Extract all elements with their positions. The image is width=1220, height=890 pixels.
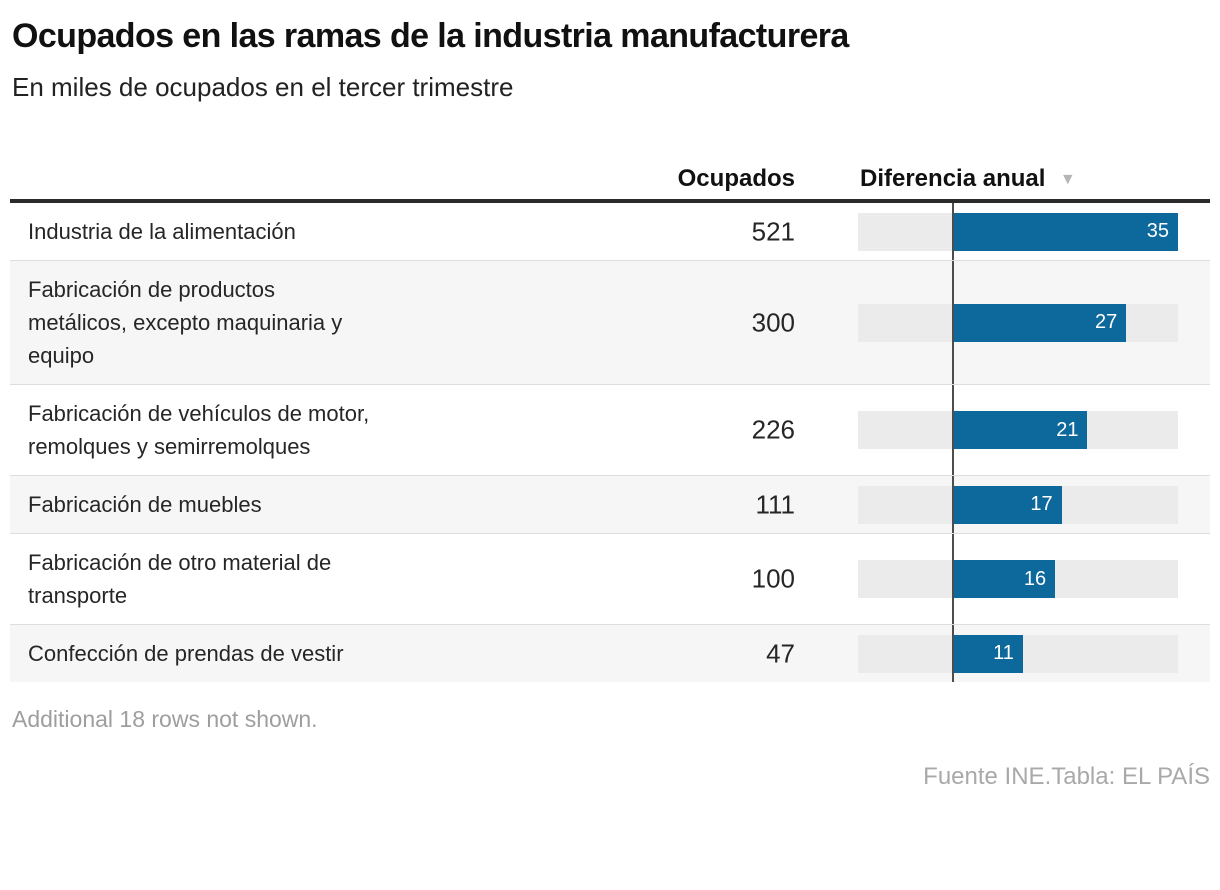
bar-track: 35: [858, 212, 1178, 251]
diferencia-bar: 35: [951, 212, 1178, 251]
bar-value-label: 11: [993, 642, 1014, 664]
source-credit: Fuente INE.Tabla: EL PAÍS: [923, 763, 1210, 790]
row-label: Fabricación de vehículos de motor, remol…: [28, 401, 370, 459]
page-title: Ocupados en las ramas de la industria ma…: [12, 17, 849, 55]
ocupados-value: 47: [766, 638, 795, 668]
bar-value-label: 27: [1095, 311, 1118, 333]
zero-axis-line: [951, 534, 954, 624]
bar-value-label: 17: [1030, 493, 1053, 515]
table-header: Ocupados Diferencia anual ▼: [10, 153, 1210, 199]
ocupados-value: 111: [755, 489, 795, 519]
zero-axis-line: [951, 476, 954, 533]
page-subtitle: En miles de ocupados en el tercer trimes…: [12, 72, 514, 102]
bar-track: 16: [858, 560, 1178, 598]
diferencia-bar: 11: [951, 634, 1023, 673]
ocupados-value: 521: [751, 216, 795, 246]
bar-track: 11: [858, 634, 1178, 673]
zero-axis-line: [951, 625, 954, 682]
ocupados-value: 226: [751, 414, 795, 445]
sort-desc-icon[interactable]: ▼: [1059, 171, 1076, 188]
row-label: Confección de prendas de vestir: [28, 641, 344, 666]
table-row: Fabricación de muebles 111 17: [10, 475, 1210, 533]
diferencia-bar: 17: [951, 485, 1062, 524]
table-row: Fabricación de productos metálicos, exce…: [10, 260, 1210, 384]
table-row: Confección de prendas de vestir 47 11: [10, 624, 1210, 682]
zero-axis-line: [951, 203, 954, 260]
row-label: Fabricación de muebles: [28, 492, 262, 517]
zero-axis-line: [951, 385, 954, 475]
chart-card: Ocupados en las ramas de la industria ma…: [10, 16, 1210, 791]
ocupados-value: 300: [751, 307, 795, 337]
column-header-ocupados[interactable]: Ocupados: [677, 165, 795, 192]
column-header-diferencia-wrap: Diferencia anual ▼: [860, 165, 1076, 193]
table-row: Fabricación de otro material de transpor…: [10, 533, 1210, 624]
row-label: Fabricación de otro material de transpor…: [28, 550, 332, 608]
row-label: Industria de la alimentación: [28, 219, 296, 244]
bar-value-label: 21: [1056, 418, 1079, 441]
table-row: Fabricación de vehículos de motor, remol…: [10, 384, 1210, 475]
diferencia-bar: 16: [951, 560, 1056, 598]
row-label: Fabricación de productos metálicos, exce…: [28, 277, 343, 368]
bar-track: 21: [858, 411, 1178, 449]
diferencia-bar: 27: [951, 303, 1127, 342]
bar-value-label: 16: [1023, 567, 1047, 590]
column-header-diferencia[interactable]: Diferencia anual: [860, 165, 1046, 192]
rows-not-shown-note: Additional 18 rows not shown.: [12, 706, 318, 732]
ocupados-value: 100: [751, 563, 795, 594]
diferencia-bar: 21: [951, 411, 1088, 449]
table-body: Industria de la alimentación 521 35 Fabrica…: [10, 199, 1210, 682]
bar-track: 27: [858, 303, 1178, 342]
bar-track: 17: [858, 485, 1178, 524]
zero-axis-line: [951, 261, 954, 384]
bar-value-label: 35: [1146, 220, 1169, 242]
table-row: Industria de la alimentación 521 35: [10, 203, 1210, 260]
